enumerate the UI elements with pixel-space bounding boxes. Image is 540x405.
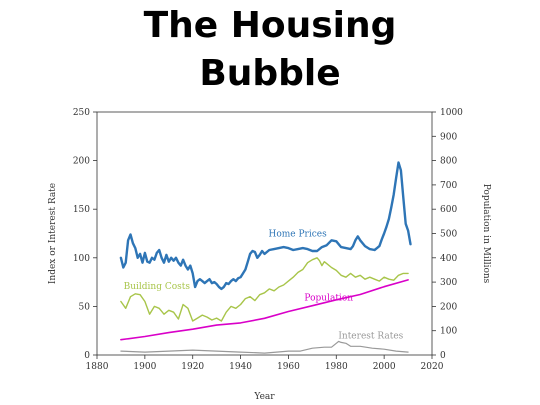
x-tick-label-1960: 1960 bbox=[277, 362, 300, 372]
y-right-tick-label-400: 400 bbox=[440, 254, 457, 264]
annotation-interest-rates: Interest Rates bbox=[338, 331, 403, 341]
y-right-tick-label-500: 500 bbox=[440, 230, 457, 240]
y-right-tick-label-800: 800 bbox=[440, 157, 457, 167]
annotation-building-costs: Building Costs bbox=[124, 282, 191, 292]
annotation-home-prices: Home Prices bbox=[268, 229, 327, 239]
y-right-tick-label-600: 600 bbox=[440, 205, 457, 215]
slide-title-line2: Bubble bbox=[199, 53, 341, 94]
y-right-tick-label-900: 900 bbox=[440, 132, 457, 142]
x-tick-label-1880: 1880 bbox=[86, 362, 109, 372]
y-right-tick-label-0: 0 bbox=[440, 351, 446, 361]
y-left-tick-label-250: 250 bbox=[73, 108, 90, 118]
y-right-tick-label-200: 200 bbox=[440, 302, 457, 312]
y-right-tick-label-700: 700 bbox=[440, 181, 457, 191]
y-left-tick-label-150: 150 bbox=[73, 205, 90, 215]
series-line-population bbox=[120, 279, 409, 341]
x-tick-label-1980: 1980 bbox=[325, 362, 348, 372]
x-tick-label-1900: 1900 bbox=[133, 362, 156, 372]
annotation-population: Population bbox=[304, 294, 353, 304]
series-line-interest-rates bbox=[120, 340, 409, 354]
y-left-axis-label: Index or Interest Rate bbox=[48, 183, 58, 284]
y-left-tick-label-200: 200 bbox=[73, 157, 90, 167]
x-axis-label: Year bbox=[253, 392, 275, 402]
x-tick-label-1920: 1920 bbox=[181, 362, 204, 372]
y-right-tick-label-100: 100 bbox=[440, 327, 457, 337]
series-line-building-costs bbox=[120, 257, 409, 322]
x-tick-label-2000: 2000 bbox=[373, 362, 396, 372]
y-right-tick-label-1000: 1000 bbox=[440, 108, 463, 118]
x-tick-label-1940: 1940 bbox=[229, 362, 252, 372]
y-left-tick-label-50: 50 bbox=[79, 302, 91, 312]
y-left-tick-label-0: 0 bbox=[84, 351, 90, 361]
slide-title-line1: The Housing bbox=[143, 5, 397, 46]
series-line-home-prices bbox=[119, 161, 412, 291]
y-right-tick-label-300: 300 bbox=[440, 278, 457, 288]
y-right-axis-label: Population in Millions bbox=[481, 184, 491, 284]
x-tick-label-2020: 2020 bbox=[421, 362, 444, 372]
y-left-tick-label-100: 100 bbox=[73, 254, 90, 264]
